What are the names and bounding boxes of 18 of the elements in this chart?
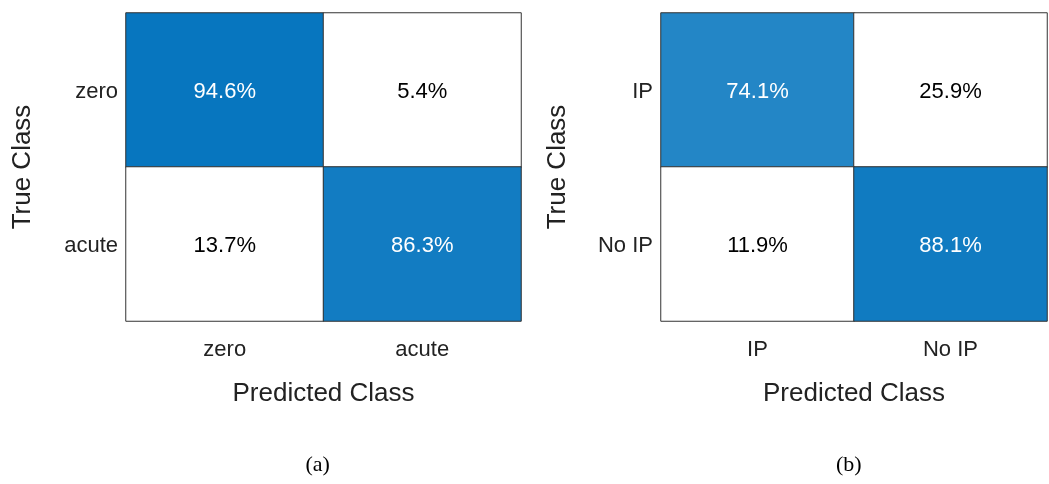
x-tick-label: No IP (922, 335, 979, 361)
y-axis-title: True Class (6, 104, 36, 230)
data-label: 13.7% (193, 231, 256, 257)
data-label: 11.9% (727, 231, 788, 257)
data-label: 74.1% (726, 77, 789, 103)
text: (b) (836, 450, 862, 476)
y-axis-title: True Class (541, 104, 571, 230)
data-label: 88.1% (919, 231, 982, 257)
data-label: 86.3% (391, 231, 454, 257)
x-tick-label: acute (395, 335, 450, 361)
data-label: 5.4% (397, 77, 448, 103)
x-tick-label: IP (747, 335, 768, 361)
x-axis-title: Predicted Class (232, 377, 415, 407)
data-label: 94.6% (193, 77, 256, 103)
data-label: 25.9% (919, 77, 982, 103)
x-axis-title: Predicted Class (762, 377, 946, 407)
text: (a) (305, 450, 330, 476)
x-tick-label: zero (203, 335, 247, 361)
